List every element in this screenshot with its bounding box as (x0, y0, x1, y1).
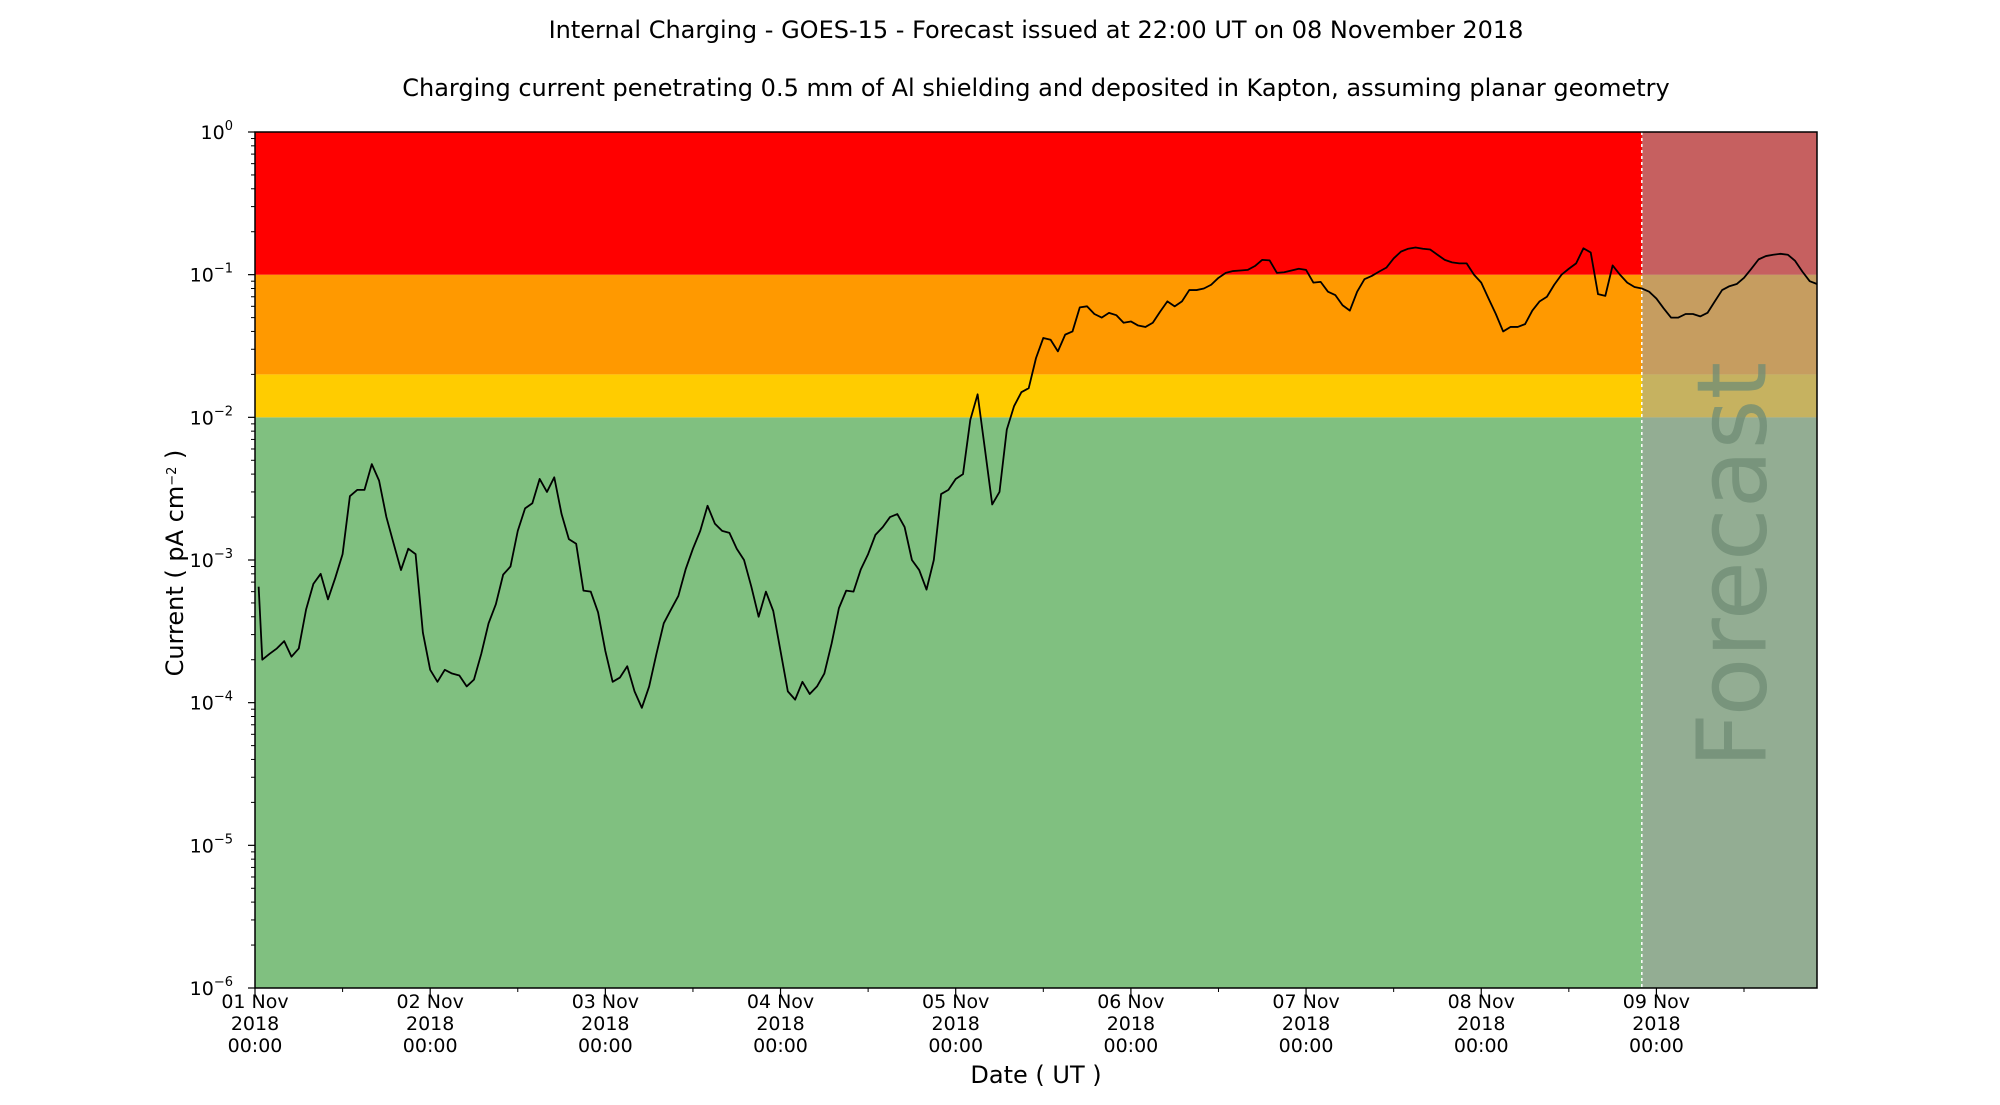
y-tick-label-exp-3: −3 (214, 547, 233, 562)
x-tick-label-2-2: 00:00 (578, 1035, 633, 1057)
y-axis-label-prefix: Current ( pA cm (161, 486, 189, 677)
series-line-0 (257, 246, 1818, 709)
y-tick-label-exp-6: 0 (225, 119, 233, 134)
x-tick-label-3-1: 2018 (756, 1013, 804, 1035)
y-tick-label-exp-5: −1 (214, 262, 233, 277)
x-tick-label-0-0: 01 Nov (221, 991, 288, 1013)
y-tick-label-0: 10−6 (190, 975, 233, 1000)
y-tick-label-1: 10−5 (190, 832, 233, 857)
x-tick-label-7-2: 00:00 (1454, 1035, 1509, 1057)
y-tick-label-base-2: 10 (190, 693, 214, 715)
y-tick-label-3: 10−3 (190, 547, 233, 572)
y-axis-label-suffix: ) (161, 450, 189, 467)
forecast-region: Forecast (1641, 132, 1817, 988)
y-tick-label-base-5: 10 (190, 265, 214, 287)
y-tick-label-base-3: 10 (190, 550, 214, 572)
x-tick-label-0-1: 2018 (231, 1013, 279, 1035)
x-tick-label-5-2: 00:00 (1104, 1035, 1159, 1057)
x-tick-label-5-1: 2018 (1107, 1013, 1155, 1035)
y-tick-label-exp-4: −2 (214, 404, 233, 419)
x-tick-label-5-0: 06 Nov (1097, 991, 1164, 1013)
y-tick-label-2: 10−4 (190, 690, 233, 715)
threshold-band-0 (255, 417, 1817, 988)
y-tick-label-exp-2: −4 (214, 690, 233, 705)
x-tick-label-3-0: 04 Nov (747, 991, 814, 1013)
x-tick-label-8-2: 00:00 (1629, 1035, 1684, 1057)
threshold-band-3 (255, 132, 1817, 275)
x-axis-label: Date ( UT ) (970, 1061, 1101, 1089)
x-tick-label-1-2: 00:00 (403, 1035, 458, 1057)
forecast-shade (1641, 132, 1817, 988)
chart-title: Internal Charging - GOES-15 - Forecast i… (549, 16, 1524, 44)
y-tick-label-base-4: 10 (190, 407, 214, 429)
chart-subtitle: Charging current penetrating 0.5 mm of A… (402, 74, 1670, 102)
x-tick-label-2-1: 2018 (581, 1013, 629, 1035)
x-tick-label-6-1: 2018 (1282, 1013, 1330, 1035)
threshold-band-1 (255, 374, 1817, 418)
y-tick-label-base-1: 10 (190, 835, 214, 857)
y-axis-label-exponent: −2 (165, 467, 180, 486)
y-tick-label-base-0: 10 (190, 978, 214, 1000)
x-tick-label-4-1: 2018 (932, 1013, 980, 1035)
y-tick-label-base-6: 10 (201, 122, 225, 144)
x-tick-label-7-1: 2018 (1457, 1013, 1505, 1035)
x-tick-label-0-2: 00:00 (228, 1035, 283, 1057)
forecast-label: Forecast (1676, 362, 1788, 768)
y-tick-label-exp-0: −6 (214, 975, 233, 990)
threshold-bands (255, 132, 1817, 988)
x-tick-label-6-2: 00:00 (1279, 1035, 1334, 1057)
x-tick-label-8-0: 09 Nov (1623, 991, 1690, 1013)
y-tick-label-5: 10−1 (190, 262, 233, 287)
x-tick-label-6-0: 07 Nov (1272, 991, 1339, 1013)
x-tick-label-8-1: 2018 (1632, 1013, 1680, 1035)
x-tick-label-1-1: 2018 (406, 1013, 454, 1035)
x-tick-label-4-0: 05 Nov (922, 991, 989, 1013)
y-tick-label-6: 100 (201, 119, 233, 144)
x-tick-label-4-2: 00:00 (928, 1035, 983, 1057)
current-series (257, 246, 1818, 709)
x-tick-label-3-2: 00:00 (753, 1035, 808, 1057)
y-axis-label: Current ( pA cm−2 ) (161, 450, 189, 677)
y-tick-label-4: 10−2 (190, 404, 233, 429)
x-tick-label-1-0: 02 Nov (397, 991, 464, 1013)
x-tick-label-7-0: 08 Nov (1448, 991, 1515, 1013)
x-tick-label-2-0: 03 Nov (572, 991, 639, 1013)
y-tick-label-exp-1: −5 (214, 832, 233, 847)
